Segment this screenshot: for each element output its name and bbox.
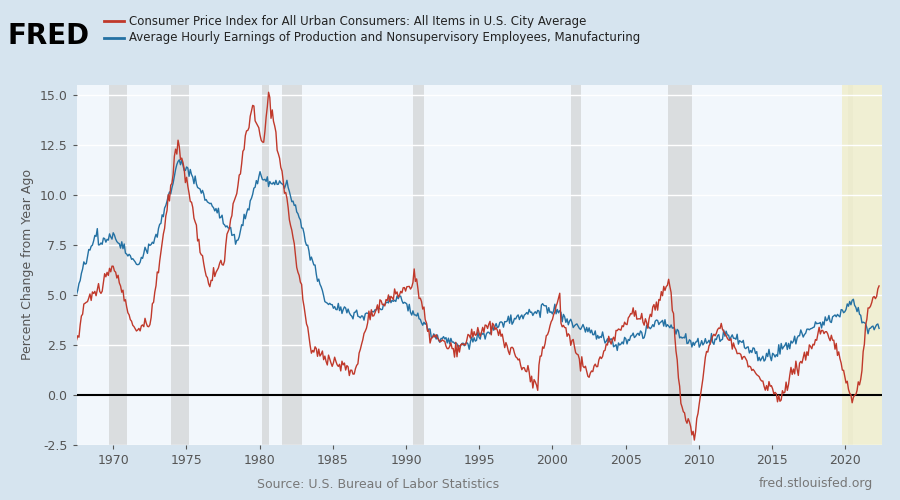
Bar xyxy=(571,85,580,445)
Y-axis label: Percent Change from Year Ago: Percent Change from Year Ago xyxy=(21,170,34,360)
Bar xyxy=(170,85,189,445)
Text: FRED: FRED xyxy=(7,22,89,50)
Text: Consumer Price Index for All Urban Consumers: All Items in U.S. City Average: Consumer Price Index for All Urban Consu… xyxy=(129,14,586,28)
Text: Source: U.S. Bureau of Labor Statistics: Source: U.S. Bureau of Labor Statistics xyxy=(256,478,500,490)
Bar xyxy=(110,85,127,445)
Bar xyxy=(282,85,302,445)
Text: Average Hourly Earnings of Production and Nonsupervisory Employees, Manufacturin: Average Hourly Earnings of Production an… xyxy=(129,32,640,44)
Bar xyxy=(669,85,691,445)
Bar xyxy=(413,85,424,445)
Text: fred.stlouisfed.org: fred.stlouisfed.org xyxy=(759,478,873,490)
Bar xyxy=(842,85,882,445)
Bar xyxy=(262,85,269,445)
Bar xyxy=(848,85,852,445)
